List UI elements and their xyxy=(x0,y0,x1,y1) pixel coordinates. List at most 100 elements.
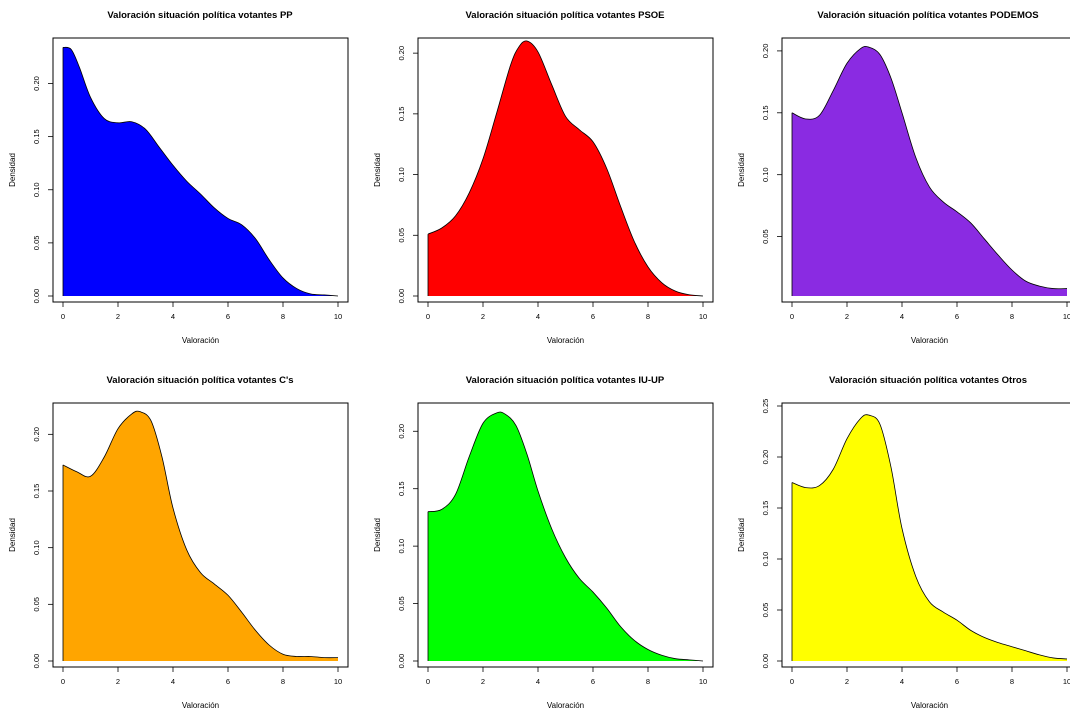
x-tick-label: 2 xyxy=(481,677,485,686)
chart-title: Valoración situación política votantes C… xyxy=(106,375,293,386)
x-tick-label: 6 xyxy=(591,312,595,321)
x-tick-label: 4 xyxy=(171,312,175,321)
x-tick-label: 8 xyxy=(281,312,285,321)
x-tick-label: 8 xyxy=(1010,677,1014,686)
density-curve xyxy=(62,46,339,297)
y-tick-label: 0.20 xyxy=(397,46,406,61)
y-tick-label: 0.05 xyxy=(32,236,41,251)
x-tick-label: 6 xyxy=(591,677,595,686)
x-tick-label: 2 xyxy=(845,677,849,686)
x-tick-label: 4 xyxy=(900,677,904,686)
y-tick-label: 0.05 xyxy=(761,603,770,618)
plot-frame xyxy=(781,37,1070,303)
x-tick-label: 0 xyxy=(61,677,65,686)
y-tick-label: 0.05 xyxy=(761,229,770,244)
x-tick-label: 10 xyxy=(334,677,342,686)
plot-frame xyxy=(52,37,349,303)
chart-panel-1: Valoración situación política votantes P… xyxy=(8,10,349,345)
density-area xyxy=(792,414,1067,661)
x-tick-label: 8 xyxy=(646,677,650,686)
chart-title: Valoración situación política votantes P… xyxy=(817,10,1038,21)
y-tick-label: 0.10 xyxy=(761,552,770,567)
x-tick-label: 2 xyxy=(116,312,120,321)
x-axis-label: Valoración xyxy=(547,336,584,345)
y-tick-label: 0.25 xyxy=(761,399,770,414)
chart-panel-5: Valoración situación política votantes I… xyxy=(373,375,714,710)
y-tick-label: 0.10 xyxy=(397,167,406,182)
chart-panel-3: Valoración situación política votantes P… xyxy=(737,10,1070,345)
chart-title: Valoración situación política votantes O… xyxy=(829,375,1027,386)
plot-frame xyxy=(417,402,714,668)
density-curve xyxy=(62,410,339,659)
plot-frame xyxy=(417,37,714,303)
x-tick-label: 0 xyxy=(790,312,794,321)
chart-panel-4: Valoración situación política votantes C… xyxy=(8,375,349,710)
x-tick-label: 10 xyxy=(1063,312,1070,321)
x-tick-label: 4 xyxy=(900,312,904,321)
chart-title: Valoración situación política votantes I… xyxy=(466,375,665,386)
x-axis-label: Valoración xyxy=(911,701,948,708)
x-tick-label: 0 xyxy=(61,312,65,321)
x-tick-label: 2 xyxy=(845,312,849,321)
y-axis-label: Densidad xyxy=(8,153,17,187)
y-tick-label: 0.20 xyxy=(397,424,406,439)
x-tick-label: 8 xyxy=(646,312,650,321)
x-tick-label: 10 xyxy=(334,312,342,321)
plot-frame xyxy=(52,402,349,668)
x-tick-label: 8 xyxy=(281,677,285,686)
y-tick-label: 0.15 xyxy=(397,107,406,122)
density-area xyxy=(792,46,1067,297)
y-axis-label: Densidad xyxy=(737,153,746,187)
y-axis-label: Densidad xyxy=(373,153,382,187)
x-tick-label: 0 xyxy=(426,677,430,686)
density-curve xyxy=(791,414,1068,660)
x-tick-label: 6 xyxy=(955,312,959,321)
density-area xyxy=(63,47,338,296)
y-tick-label: 0.05 xyxy=(397,596,406,611)
x-tick-label: 4 xyxy=(171,677,175,686)
y-tick-label: 0.20 xyxy=(761,44,770,59)
x-tick-label: 10 xyxy=(1063,677,1070,686)
x-tick-label: 0 xyxy=(426,312,430,321)
y-tick-label: 0.15 xyxy=(761,105,770,120)
y-tick-label: 0.00 xyxy=(32,654,41,669)
density-area xyxy=(428,40,703,296)
density-area xyxy=(428,412,703,661)
y-tick-label: 0.05 xyxy=(32,597,41,612)
y-tick-label: 0.10 xyxy=(397,539,406,554)
y-tick-label: 0.15 xyxy=(761,501,770,516)
x-tick-label: 2 xyxy=(481,312,485,321)
y-tick-label: 0.10 xyxy=(761,167,770,182)
y-tick-label: 0.20 xyxy=(32,427,41,442)
y-tick-label: 0.15 xyxy=(397,481,406,496)
x-tick-label: 6 xyxy=(955,677,959,686)
y-tick-label: 0.00 xyxy=(32,289,41,304)
density-curve xyxy=(791,46,1068,290)
y-tick-label: 0.05 xyxy=(397,228,406,243)
chart-panel-2: Valoración situación política votantes P… xyxy=(373,10,714,345)
density-area xyxy=(63,411,338,661)
x-tick-label: 4 xyxy=(536,312,540,321)
x-tick-label: 10 xyxy=(699,677,707,686)
plot-frame xyxy=(781,402,1070,668)
chart-title: Valoración situación política votantes P… xyxy=(465,10,664,21)
x-tick-label: 6 xyxy=(226,312,230,321)
y-tick-label: 0.00 xyxy=(397,654,406,669)
x-tick-label: 4 xyxy=(536,677,540,686)
x-tick-label: 2 xyxy=(116,677,120,686)
y-axis-label: Densidad xyxy=(373,518,382,552)
y-tick-label: 0.15 xyxy=(32,129,41,144)
x-axis-label: Valoración xyxy=(911,336,948,345)
y-tick-label: 0.00 xyxy=(761,654,770,669)
y-axis-label: Densidad xyxy=(737,518,746,552)
y-tick-label: 0.15 xyxy=(32,484,41,499)
y-tick-label: 0.10 xyxy=(32,182,41,197)
x-axis-label: Valoración xyxy=(547,701,584,708)
y-axis-label: Densidad xyxy=(8,518,17,552)
chart-title: Valoración situación política votantes P… xyxy=(107,10,293,21)
y-tick-label: 0.00 xyxy=(397,289,406,304)
chart-panel-6: Valoración situación política votantes O… xyxy=(737,375,1070,710)
x-tick-label: 8 xyxy=(1010,312,1014,321)
